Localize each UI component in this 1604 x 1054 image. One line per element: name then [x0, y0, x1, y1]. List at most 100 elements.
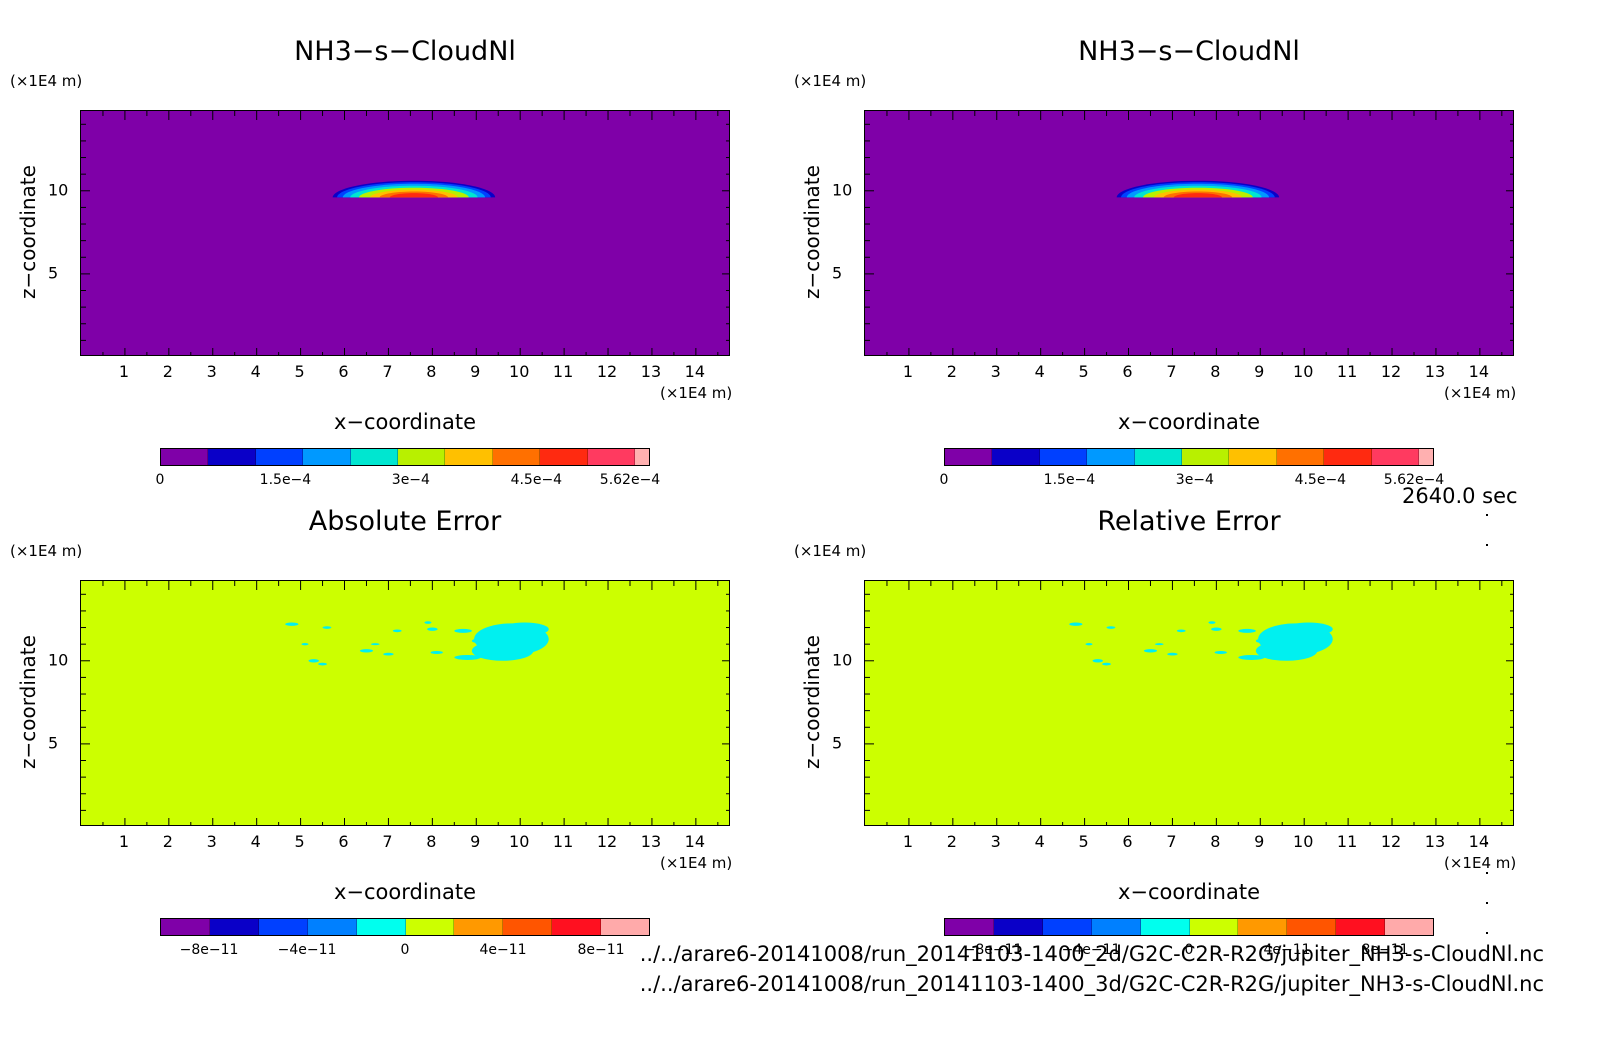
x-tick-label: 2 — [946, 362, 957, 381]
colorbar-swatch — [552, 919, 602, 935]
colorbar-swatch — [1182, 449, 1230, 465]
colorbar-swatch — [1287, 919, 1337, 935]
colorbar-swatch — [445, 449, 493, 465]
colorbar-label: 1.5e−4 — [259, 472, 312, 488]
x-tick-label: 3 — [206, 362, 217, 381]
colorbar-swatch — [1324, 449, 1372, 465]
colorbar-label: 5.62e−4 — [599, 472, 661, 488]
heatmap-svg — [81, 111, 729, 355]
y-axis-label: z−coordinate — [800, 635, 824, 769]
x-tick-label: 1 — [902, 832, 913, 851]
x-tick-label: 12 — [1380, 832, 1402, 851]
x-tick-label: 6 — [1122, 832, 1133, 851]
colorbar-label: 3e−4 — [1175, 472, 1214, 488]
colorbar-swatch — [1189, 919, 1239, 935]
colorbar-label: 0 — [155, 472, 165, 488]
x-unit-label: (×1E4 m) — [660, 854, 733, 872]
error-patch — [301, 642, 309, 646]
x-tick-label: 12 — [1380, 362, 1402, 381]
error-patch — [471, 640, 534, 661]
x-tick-label: 13 — [640, 832, 662, 851]
error-patch — [1102, 662, 1111, 666]
error-patch — [308, 659, 320, 663]
colorbar-label: 4.5e−4 — [1294, 472, 1347, 488]
x-tick-label: 13 — [1424, 832, 1446, 851]
error-patch — [427, 627, 438, 631]
colorbar-swatch — [1238, 919, 1288, 935]
error-patch — [359, 649, 374, 653]
x-tick-label: 3 — [990, 362, 1001, 381]
z-unit-label: (×1E4 m) — [10, 72, 83, 90]
x-tick-label: 9 — [1254, 362, 1265, 381]
colorbar-swatch — [635, 449, 649, 465]
error-patch — [1238, 628, 1256, 633]
x-tick-label: 11 — [1336, 362, 1358, 381]
colorbar-swatch — [1091, 919, 1141, 935]
x-tick-label: 3 — [206, 832, 217, 851]
x-tick-label: 10 — [1293, 362, 1314, 381]
colorbar-swatch — [161, 449, 209, 465]
error-patch — [1211, 627, 1222, 631]
x-tick-label: 9 — [470, 362, 481, 381]
colorbar-swatch — [1039, 449, 1088, 465]
error-patch — [285, 622, 299, 626]
y-tick-label: 10 — [48, 650, 69, 670]
colorbar-swatch — [1042, 919, 1092, 935]
error-patch — [430, 650, 443, 654]
colorbar-label: 0 — [400, 942, 410, 958]
x-tick-label: 6 — [338, 362, 349, 381]
colorbar-swatch — [303, 449, 351, 465]
x-tick-label: 12 — [596, 362, 618, 381]
x-tick-label: 5 — [294, 362, 305, 381]
x-tick-label: 12 — [596, 832, 618, 851]
error-patch — [1167, 652, 1178, 656]
colorbar-label: 0 — [1184, 942, 1194, 958]
y-tick-label: 5 — [48, 733, 59, 753]
x-tick-label: 13 — [640, 362, 662, 381]
error-patch — [1255, 638, 1274, 644]
colorbar-label: 4e−11 — [479, 942, 527, 958]
error-patch — [1085, 642, 1093, 646]
y-tick-label: 10 — [832, 180, 853, 200]
colorbar-swatch — [587, 449, 636, 465]
error-patch — [1143, 649, 1158, 653]
field-background — [81, 111, 729, 355]
error-patch — [1106, 626, 1116, 629]
x-tick-label: 1 — [118, 362, 129, 381]
colorbar-label: 4e−11 — [1263, 942, 1311, 958]
colorbar-label: 8e−11 — [577, 942, 625, 958]
colorbar-swatch — [503, 919, 553, 935]
x-tick-label: 14 — [684, 832, 706, 851]
x-tick-label: 7 — [1166, 832, 1177, 851]
heatmap-svg — [865, 581, 1513, 825]
chart-panel-2: NH3−s−CloudNl (×1E4 m) z−coordinate 5 10 1 2 3 4… — [784, 20, 1564, 500]
z-unit-label: (×1E4 m) — [10, 542, 83, 560]
x-tick-label: 6 — [1122, 362, 1133, 381]
colorbar-swatch — [945, 919, 994, 935]
decor-dot — [1486, 544, 1488, 546]
y-axis-label: z−coordinate — [16, 165, 40, 299]
y-axis-label: z−coordinate — [16, 635, 40, 769]
y-axis-label: z−coordinate — [800, 165, 824, 299]
x-unit-label: (×1E4 m) — [660, 384, 733, 402]
x-tick-label: 5 — [294, 832, 305, 851]
colorbar-label: 5.62e−4 — [1383, 472, 1445, 488]
colorbar-swatch — [1229, 449, 1277, 465]
colorbar-swatch — [1419, 449, 1433, 465]
x-tick-label: 2 — [162, 832, 173, 851]
x-tick-label: 11 — [552, 832, 574, 851]
colorbar-swatch — [1371, 449, 1420, 465]
x-axis-label: x−coordinate — [1117, 880, 1261, 904]
error-patch — [383, 652, 394, 656]
colorbar — [160, 448, 650, 466]
x-axis-label: x−coordinate — [333, 410, 477, 434]
colorbar-label: −4e−11 — [1061, 942, 1121, 958]
colorbar-swatch — [1087, 449, 1135, 465]
x-tick-label: 4 — [1034, 832, 1045, 851]
y-tick-label: 5 — [832, 733, 843, 753]
x-unit-label: (×1E4 m) — [1444, 384, 1517, 402]
colorbar — [160, 918, 650, 936]
error-patch — [392, 629, 402, 633]
x-tick-label: 9 — [1254, 832, 1265, 851]
x-tick-label: 8 — [1210, 362, 1221, 381]
